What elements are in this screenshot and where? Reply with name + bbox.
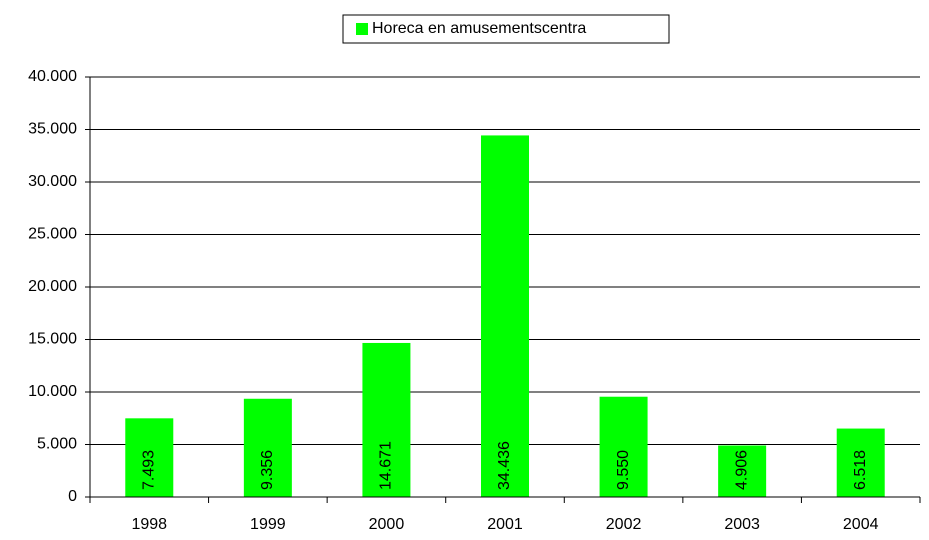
value-label: 14.671 [378, 441, 395, 490]
value-label: 4.906 [733, 450, 750, 490]
y-tick-label: 35.000 [28, 121, 77, 138]
bar [718, 445, 767, 497]
bar [125, 418, 174, 497]
x-tick-label: 2002 [606, 516, 642, 533]
legend-label: Horeca en amusementscentra [372, 20, 586, 37]
value-label: 9.356 [259, 450, 276, 490]
bar [243, 398, 292, 497]
legend-box [342, 14, 670, 44]
bar [481, 135, 529, 497]
x-tick-label: 2001 [487, 516, 523, 533]
x-tick-label: 2003 [724, 516, 760, 533]
legend-swatch [356, 23, 368, 35]
bar [599, 396, 648, 497]
value-label: 34.436 [496, 441, 513, 490]
y-tick-label: 15.000 [28, 331, 77, 348]
x-tick-label: 1998 [131, 516, 167, 533]
bar [836, 428, 885, 497]
bar [362, 342, 411, 497]
y-tick-label: 25.000 [28, 226, 77, 243]
y-tick-label: 5.000 [37, 436, 77, 453]
value-label: 7.493 [141, 450, 158, 490]
x-tick-label: 2000 [369, 516, 405, 533]
y-tick-label: 0 [68, 488, 77, 505]
y-tick-label: 20.000 [28, 278, 77, 295]
value-label: 9.550 [615, 450, 632, 490]
y-tick-label: 30.000 [28, 173, 77, 190]
value-label: 6.518 [852, 450, 869, 490]
x-tick-label: 2004 [843, 516, 879, 533]
x-tick-label: 1999 [250, 516, 286, 533]
y-tick-label: 10.000 [28, 383, 77, 400]
y-tick-label: 40.000 [28, 68, 77, 85]
